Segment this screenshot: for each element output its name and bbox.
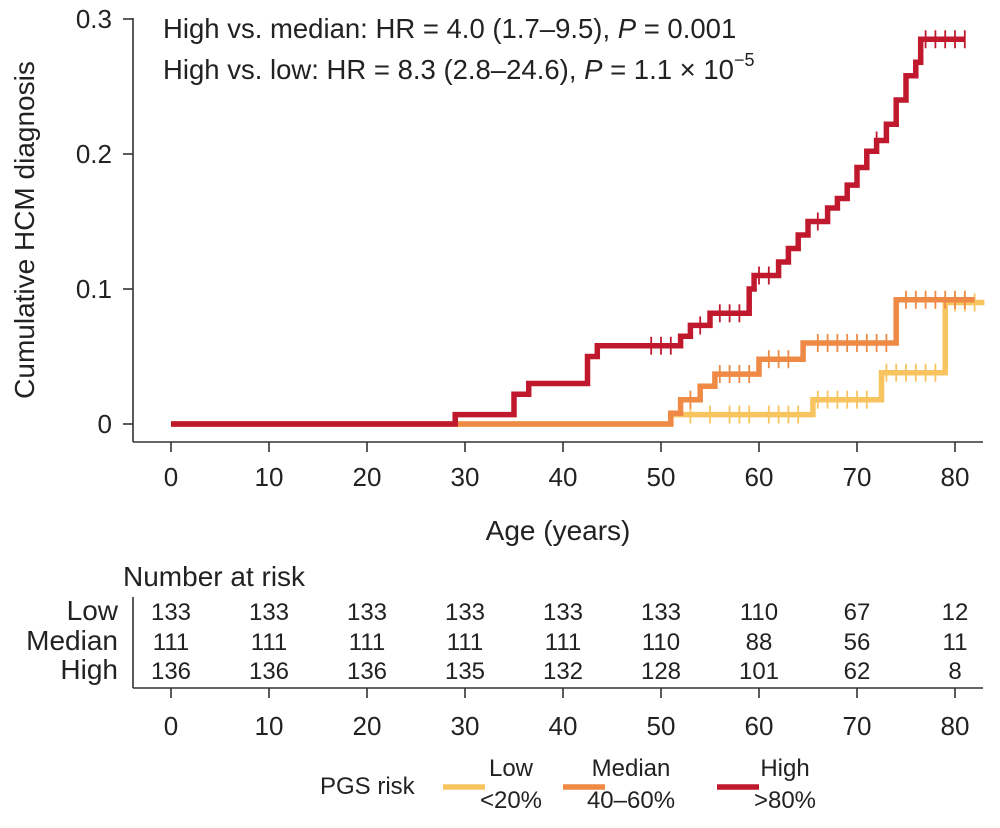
risk-count: 56 [844, 629, 871, 656]
risk-x-tick-label: 0 [164, 711, 178, 741]
series-low [171, 293, 985, 427]
risk-row-label: Median [26, 625, 118, 656]
risk-count: 62 [844, 658, 871, 685]
risk-count: 133 [151, 599, 191, 626]
risk-table: Number at risk Low 133 133 133 133 133 133 110 6… [26, 561, 983, 741]
legend: PGS risk Low <20% Median 40–60% High >80% [320, 755, 816, 814]
risk-count: 136 [347, 658, 387, 685]
x-tick-label: 80 [941, 462, 970, 492]
risk-count: 88 [746, 629, 773, 656]
legend-range: >80% [754, 787, 816, 814]
risk-x-ticks: 0 10 20 30 40 50 60 70 80 [164, 688, 970, 741]
annotation-1-rest: = 0.001 [636, 13, 736, 44]
legend-item-median: Median 40–60% [563, 755, 675, 814]
risk-count: 110 [740, 599, 778, 626]
plot-area: 0 0.1 0.2 0.3 0 10 20 30 40 50 60 70 80 Cumulative … [9, 4, 985, 546]
risk-count: 8 [948, 658, 961, 685]
series-layer [171, 30, 985, 427]
x-tick-label: 0 [164, 462, 178, 492]
annotation-high-vs-low: High vs. low: HR = 8.3 (2.8–24.6), P = 1… [163, 50, 754, 85]
legend-label: High [760, 755, 809, 782]
series-high [171, 30, 966, 427]
risk-count: 128 [641, 658, 681, 685]
risk-count: 111 [153, 629, 189, 656]
risk-count: 12 [942, 599, 969, 626]
risk-count: 67 [844, 599, 871, 626]
legend-label: Low [489, 755, 534, 782]
annotation-2-prefix: High vs. low: HR = 8.3 (2.8–24.6), [163, 54, 584, 85]
risk-row-label: High [60, 654, 118, 685]
km-step-line-high [171, 36, 965, 427]
x-tick-label: 10 [255, 462, 284, 492]
legend-range: <20% [480, 787, 542, 814]
risk-x-tick-label: 60 [745, 711, 774, 741]
x-tick-label: 50 [647, 462, 676, 492]
km-step-line-low [171, 299, 985, 427]
x-axis-label: Age (years) [486, 515, 631, 546]
risk-count: 136 [249, 658, 289, 685]
x-tick-label: 30 [451, 462, 480, 492]
risk-count: 133 [249, 599, 289, 626]
risk-count: 133 [347, 599, 387, 626]
risk-count: 136 [151, 658, 191, 685]
annotation-high-vs-median: High vs. median: HR = 4.0 (1.7–9.5), P =… [163, 13, 736, 44]
risk-x-tick-label: 10 [255, 711, 284, 741]
y-tick-label: 0.2 [76, 139, 112, 169]
legend-items: Low <20% Median 40–60% High >80% [443, 755, 816, 814]
risk-x-tick-label: 20 [353, 711, 382, 741]
x-ticks: 0 10 20 30 40 50 60 70 80 [164, 442, 970, 492]
x-tick-label: 20 [353, 462, 382, 492]
y-tick-label: 0 [98, 409, 112, 439]
legend-label: Median [592, 755, 671, 782]
legend-item-low: Low <20% [443, 755, 542, 814]
risk-table-title: Number at risk [123, 561, 306, 592]
risk-x-tick-label: 70 [843, 711, 872, 741]
annotation-1-p: P [618, 13, 637, 44]
risk-count: 133 [543, 599, 583, 626]
x-tick-label: 60 [745, 462, 774, 492]
risk-x-tick-label: 30 [451, 711, 480, 741]
y-tick-label: 0.3 [76, 4, 112, 34]
y-ticks: 0 0.1 0.2 0.3 [76, 4, 133, 439]
risk-row-label: Low [67, 595, 119, 626]
risk-x-tick-label: 50 [647, 711, 676, 741]
risk-x-tick-label: 80 [941, 711, 970, 741]
risk-count: 111 [349, 629, 385, 656]
legend-range: 40–60% [587, 787, 675, 814]
y-tick-label: 0.1 [76, 274, 112, 304]
risk-x-tick-label: 40 [549, 711, 578, 741]
risk-count: 133 [641, 599, 681, 626]
x-tick-label: 70 [843, 462, 872, 492]
annotation-1-prefix: High vs. median: HR = 4.0 (1.7–9.5), [163, 13, 618, 44]
legend-item-high: High >80% [717, 755, 816, 814]
x-tick-label: 40 [549, 462, 578, 492]
risk-count: 111 [251, 629, 287, 656]
risk-count: 133 [445, 599, 485, 626]
risk-count: 135 [445, 658, 485, 685]
annotation-2-p: P [584, 54, 603, 85]
legend-title: PGS risk [320, 773, 416, 800]
annotation-2-rest: = 1.1 × 10 [602, 54, 734, 85]
annotation-2-exponent: −5 [734, 50, 755, 70]
risk-count: 111 [447, 629, 483, 656]
risk-count: 111 [545, 629, 581, 656]
risk-count: 132 [543, 658, 583, 685]
risk-count: 110 [642, 629, 680, 656]
series-median [171, 290, 975, 427]
y-axis-label: Cumulative HCM diagnosis [9, 61, 40, 399]
risk-count: 101 [739, 658, 779, 685]
km-step-line-median [171, 297, 975, 427]
risk-count: 11 [943, 629, 968, 656]
